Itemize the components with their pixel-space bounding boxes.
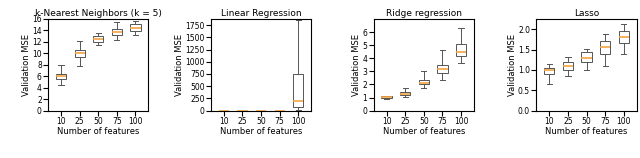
- PathPatch shape: [419, 80, 429, 84]
- X-axis label: Number of features: Number of features: [545, 127, 628, 136]
- PathPatch shape: [544, 68, 554, 74]
- Title: Lasso: Lasso: [574, 9, 599, 18]
- PathPatch shape: [456, 44, 466, 56]
- Y-axis label: Validation MSE: Validation MSE: [22, 34, 31, 96]
- Y-axis label: Validation MSE: Validation MSE: [352, 34, 361, 96]
- PathPatch shape: [400, 92, 410, 95]
- PathPatch shape: [293, 74, 303, 107]
- Title: k-Nearest Neighbors (k = 5): k-Nearest Neighbors (k = 5): [35, 9, 162, 18]
- Y-axis label: Validation MSE: Validation MSE: [508, 34, 516, 96]
- Title: Ridge regression: Ridge regression: [386, 9, 462, 18]
- PathPatch shape: [437, 65, 447, 73]
- PathPatch shape: [619, 31, 629, 43]
- Y-axis label: Validation MSE: Validation MSE: [175, 34, 184, 96]
- PathPatch shape: [56, 74, 66, 79]
- PathPatch shape: [582, 52, 591, 62]
- PathPatch shape: [131, 24, 141, 31]
- X-axis label: Number of features: Number of features: [383, 127, 465, 136]
- PathPatch shape: [600, 41, 611, 54]
- Title: Linear Regression: Linear Regression: [221, 9, 301, 18]
- X-axis label: Number of features: Number of features: [220, 127, 302, 136]
- PathPatch shape: [93, 36, 103, 42]
- PathPatch shape: [381, 96, 392, 97]
- X-axis label: Number of features: Number of features: [57, 127, 140, 136]
- PathPatch shape: [112, 29, 122, 35]
- PathPatch shape: [74, 50, 84, 57]
- PathPatch shape: [563, 62, 573, 70]
